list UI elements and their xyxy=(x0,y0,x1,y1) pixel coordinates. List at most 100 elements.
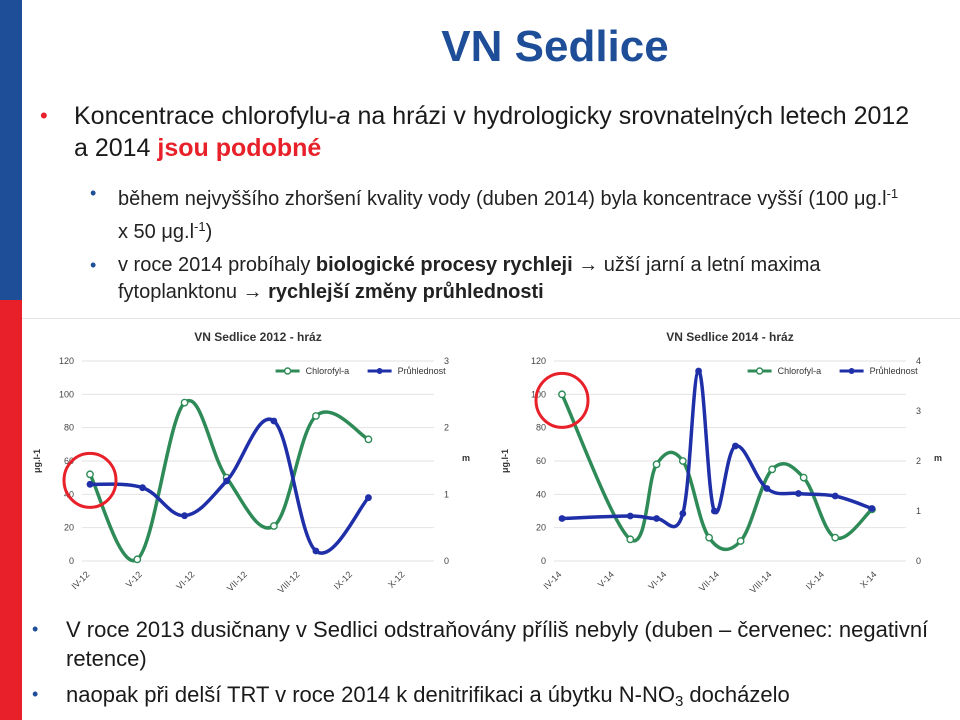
sub-bullet-dot-icon: • xyxy=(90,255,97,275)
chlorophyll-line xyxy=(560,393,874,552)
transparency-point xyxy=(181,512,188,520)
bullet-dot-icon: • xyxy=(32,684,39,704)
y-tick-label: 100 xyxy=(531,389,546,399)
legend-chlorophyll-marker xyxy=(283,367,292,375)
x-tick-label: VII-14 xyxy=(697,569,721,593)
y-tick-label: 20 xyxy=(64,523,74,533)
slide-title: VN Sedlice xyxy=(441,22,669,71)
bullet-main-text: Koncentrace chlorofylu-a na hrázi v hydr… xyxy=(74,102,910,162)
y-tick-label: 100 xyxy=(59,389,74,399)
x-tick-label: VI-14 xyxy=(646,569,668,591)
legend-transparency-marker xyxy=(376,368,383,374)
highlight-circle xyxy=(534,371,590,429)
x-tick-label: X-14 xyxy=(858,569,879,590)
sub-bullet-1: • během nejvyššího zhoršení kvality vody… xyxy=(90,180,910,246)
transparency-point xyxy=(223,477,230,485)
charts-panel: VN Sedlice 2012 - hráz 0 20 40 60 80 100 120 0 1 2… xyxy=(22,318,960,609)
y-axis-label: μg.l-1 xyxy=(500,449,510,473)
y2-tick-label: 0 xyxy=(444,556,449,566)
bullet-main: • Koncentrace chlorofylu-a na hrázi v hy… xyxy=(40,100,930,164)
y-axis-label: μg.l-1 xyxy=(32,449,42,473)
transparency-line xyxy=(89,417,370,555)
transparency-point xyxy=(868,505,876,512)
legend-chlorophyll-marker xyxy=(755,367,764,375)
y2-tick-label: 3 xyxy=(444,356,449,366)
transparency-point xyxy=(365,494,372,502)
chlorophyll-point xyxy=(799,473,808,482)
y-tick-label: 0 xyxy=(541,556,546,566)
sub-bullet-2: • v roce 2014 probíhaly biologické proce… xyxy=(90,254,821,303)
legend-transparency-label: Průhlednost xyxy=(870,366,919,376)
transparency-point xyxy=(558,515,566,522)
sub-bullet-dot-icon: • xyxy=(90,183,97,203)
transparency-point xyxy=(763,485,771,492)
x-tick-label: IX-12 xyxy=(332,569,354,591)
transparency-point xyxy=(710,507,718,515)
x-tick-label: VIII-14 xyxy=(748,569,774,595)
legend-transparency-marker xyxy=(848,368,855,374)
y-tick-label: 60 xyxy=(536,456,546,466)
x-tick-label: VII-12 xyxy=(225,569,249,593)
chlorophyll-point xyxy=(705,533,714,542)
transparency-point xyxy=(831,492,839,500)
x-tick-label: IX-14 xyxy=(804,569,826,591)
transparency-point xyxy=(270,417,278,425)
bottom-bullet-1: • V roce 2013 dusičnany v Sedlici odstra… xyxy=(32,617,929,671)
y2-tick-label: 1 xyxy=(916,506,921,516)
chlorophyll-point xyxy=(626,535,635,544)
x-tick-label: X-12 xyxy=(386,569,407,590)
chlorophyll-point xyxy=(269,522,278,530)
chlorophyll-point xyxy=(678,457,687,465)
y-tick-label: 20 xyxy=(536,523,546,533)
legend-transparency-label: Průhlednost xyxy=(398,366,447,376)
chlorophyll-point xyxy=(133,555,142,564)
bottom-bullet-2: • naopak při delší TRT v roce 2014 k den… xyxy=(32,682,790,710)
chlorophyll-point xyxy=(558,390,566,399)
legend-chlorophyll-label: Chlorofyl-a xyxy=(778,366,822,376)
chlorophyll-point xyxy=(180,398,189,407)
transparency-point xyxy=(139,484,146,492)
chart-2012: VN Sedlice 2012 - hráz020406080100120012… xyxy=(32,330,470,595)
chart-title: VN Sedlice 2014 - hráz xyxy=(666,330,793,344)
y-tick-label: 80 xyxy=(64,423,74,433)
transparency-point xyxy=(679,510,687,517)
legend-chlorophyll-label: Chlorofyl-a xyxy=(306,366,350,376)
x-tick-label: IV-14 xyxy=(541,569,563,591)
transparency-point xyxy=(695,367,702,375)
side-stripe-blue xyxy=(0,0,22,300)
chlorophyll-point xyxy=(312,412,320,420)
bullet-dot-icon: • xyxy=(32,619,39,639)
y-tick-label: 120 xyxy=(59,356,74,366)
transparency-point xyxy=(626,512,634,520)
chart-2014: VN Sedlice 2014 - hráz 0 20 40 60 80 100 120 0 1 2… xyxy=(500,330,942,595)
y2-axis-label: m xyxy=(934,453,942,463)
y-tick-label: 60 xyxy=(64,456,74,466)
y2-tick-label: 4 xyxy=(916,356,921,366)
y-tick-label: 80 xyxy=(536,423,546,433)
accent-text: jsou podobné xyxy=(157,134,322,162)
y2-tick-label: 2 xyxy=(444,423,449,433)
transparency-point xyxy=(312,547,320,555)
y2-axis-label: m xyxy=(462,453,470,463)
y2-tick-label: 2 xyxy=(916,456,921,466)
y2-tick-label: 0 xyxy=(916,556,921,566)
highlight-circle xyxy=(62,451,118,509)
y2-tick-label: 3 xyxy=(916,406,921,416)
y-tick-label: 120 xyxy=(531,356,546,366)
bullet-dot-icon: • xyxy=(40,103,48,128)
chlorophyll-point xyxy=(364,435,373,444)
x-tick-label: V-14 xyxy=(596,569,616,589)
y-tick-label: 40 xyxy=(536,489,546,499)
transparency-point xyxy=(653,515,660,522)
chlorophyll-point xyxy=(831,533,840,542)
transparency-point xyxy=(86,480,94,488)
x-tick-label: VIII-12 xyxy=(276,569,302,595)
chart-title: VN Sedlice 2012 - hráz xyxy=(194,330,321,344)
transparency-point xyxy=(795,490,802,497)
chlorophyll-point xyxy=(652,460,661,469)
y-tick-label: 0 xyxy=(69,556,74,566)
chlorophyll-point xyxy=(768,465,777,474)
x-tick-label: VI-12 xyxy=(174,569,196,591)
x-tick-label: V-12 xyxy=(124,569,144,589)
chlorophyll-point xyxy=(86,470,94,479)
